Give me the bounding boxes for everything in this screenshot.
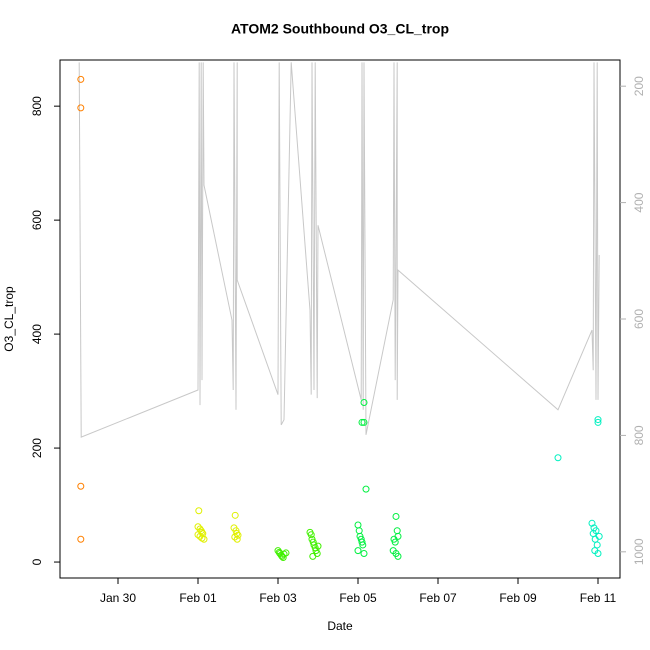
point	[194, 531, 202, 539]
point	[314, 542, 322, 550]
point	[309, 552, 317, 560]
point	[593, 541, 601, 549]
plot-frame	[59, 59, 621, 579]
x-tick-label: Feb 09	[499, 591, 537, 605]
point	[355, 527, 363, 535]
point	[359, 541, 367, 549]
y-axis-label: O3_CL_trop	[2, 286, 16, 352]
point	[195, 507, 203, 515]
point	[307, 531, 315, 539]
x-tick-label: Feb 11	[580, 591, 617, 605]
plot-area	[77, 62, 603, 561]
point	[231, 511, 239, 519]
point	[233, 535, 241, 543]
point	[391, 538, 399, 546]
point	[77, 482, 85, 490]
point	[394, 552, 402, 560]
point	[393, 527, 401, 535]
y-tick-label: 800	[30, 96, 44, 116]
y2-tick-label: 1000	[632, 538, 646, 565]
x-axis-label: Date	[327, 619, 353, 633]
point	[554, 454, 562, 462]
point	[360, 398, 368, 406]
x-tick-label: Feb 03	[259, 591, 297, 605]
point	[360, 418, 368, 426]
y2-tick-label: 600	[632, 309, 646, 329]
y2-tick-label: 800	[632, 425, 646, 445]
point	[354, 521, 362, 529]
y-tick-label: 0	[30, 558, 44, 565]
point	[200, 535, 208, 543]
point	[358, 418, 366, 426]
point	[77, 75, 85, 83]
x-tick-label: Jan 30	[100, 591, 136, 605]
point	[278, 552, 286, 560]
point	[594, 418, 602, 426]
point	[354, 547, 362, 555]
point	[282, 549, 290, 557]
y-tick-label: 600	[30, 210, 44, 230]
point	[392, 512, 400, 520]
point	[362, 485, 370, 493]
point	[231, 533, 239, 541]
y-tick-label: 400	[30, 324, 44, 344]
x-tick-label: Feb 07	[419, 591, 457, 605]
point	[360, 549, 368, 557]
point	[77, 535, 85, 543]
point	[77, 104, 85, 112]
y-tick-label: 200	[30, 438, 44, 458]
point	[594, 416, 602, 424]
line	[78, 62, 600, 438]
y2-tick-label: 200	[632, 76, 646, 96]
point	[358, 538, 366, 546]
x-tick-label: Feb 05	[339, 591, 377, 605]
point	[588, 519, 596, 527]
y2-tick-label: 400	[632, 192, 646, 212]
x-tick-label: Feb 01	[179, 591, 217, 605]
chart-title: ATOM2 Southbound O3_CL_trop	[231, 21, 449, 37]
point	[594, 549, 602, 557]
